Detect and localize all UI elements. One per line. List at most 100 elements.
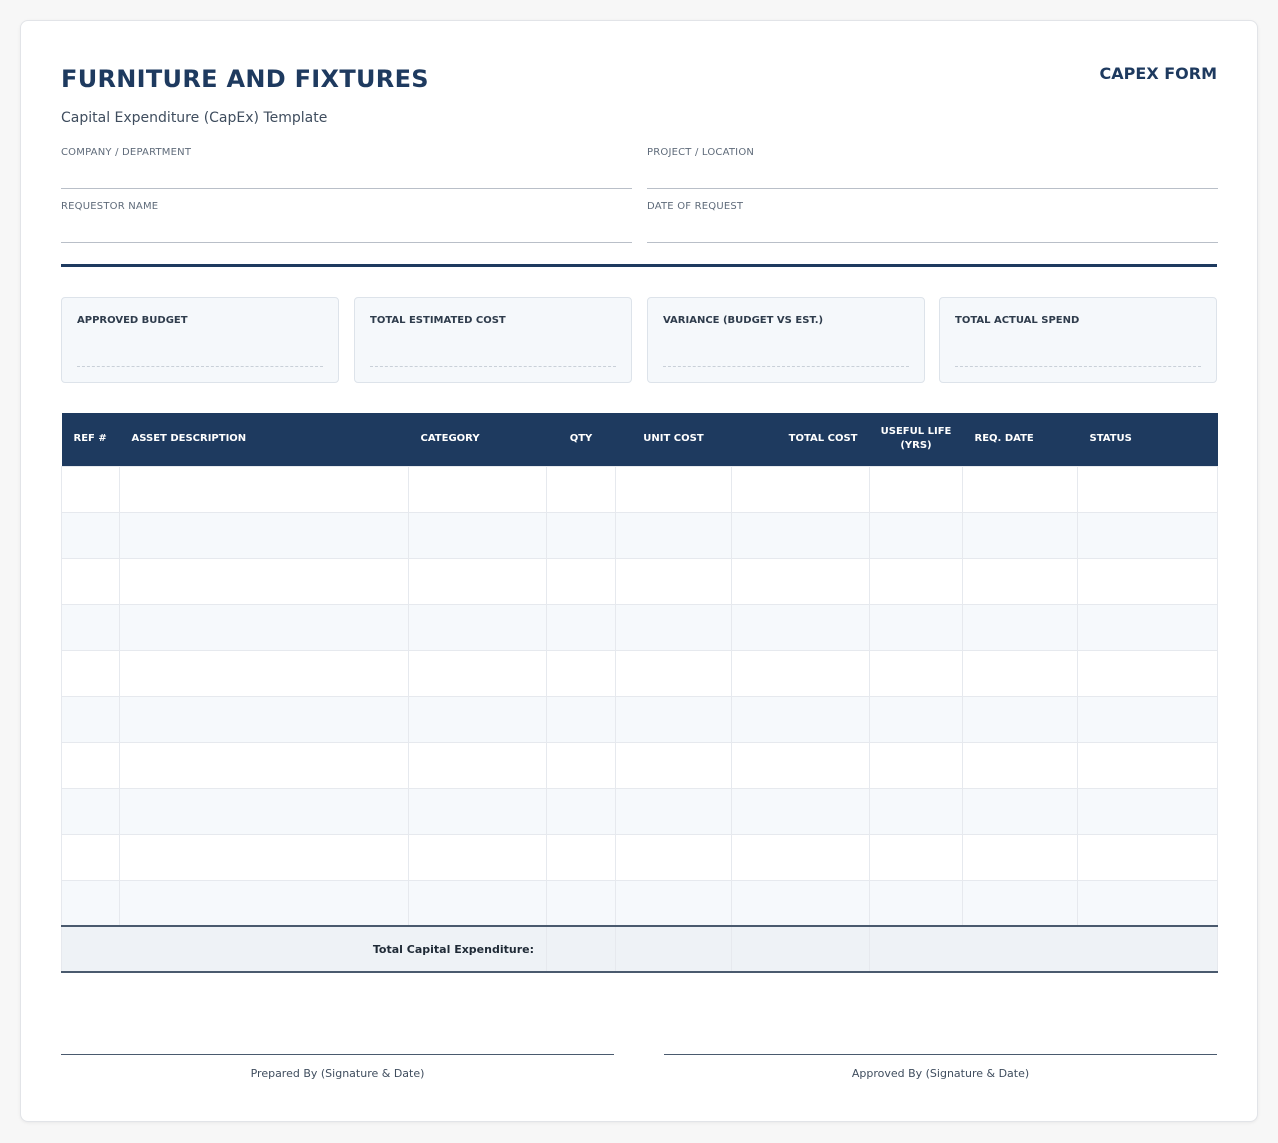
cell-unit-cost[interactable] [615,741,732,789]
variance-box[interactable]: VARIANCE (BUDGET VS EST.) [647,297,925,383]
cell-unit-cost[interactable] [615,695,732,743]
cell-category[interactable] [408,511,547,559]
cell-unit-cost[interactable] [615,465,732,513]
cell-req-date[interactable] [962,465,1078,513]
cell-ref[interactable] [61,879,120,927]
cell-asset-description[interactable] [119,787,409,835]
cell-useful-life[interactable] [869,695,963,743]
cell-category[interactable] [408,833,547,881]
cell-total-cost[interactable] [731,649,870,697]
cell-req-date[interactable] [962,557,1078,605]
cell-ref[interactable] [61,465,120,513]
cell-unit-cost[interactable] [615,787,732,835]
cell-req-date[interactable] [962,695,1078,743]
cell-status[interactable] [1077,649,1218,697]
cell-total-cost[interactable] [731,879,870,927]
cell-qty[interactable] [546,511,616,559]
cell-total-cost[interactable] [731,833,870,881]
cell-total-cost[interactable] [731,603,870,651]
cell-category[interactable] [408,557,547,605]
cell-unit-cost[interactable] [615,603,732,651]
cell-category[interactable] [408,787,547,835]
cell-useful-life[interactable] [869,833,963,881]
cell-total-cost[interactable] [731,511,870,559]
cell-useful-life[interactable] [869,879,963,927]
cell-asset-description[interactable] [119,603,409,651]
cell-status[interactable] [1077,833,1218,881]
cell-total-cost[interactable] [731,787,870,835]
cell-unit-cost[interactable] [615,557,732,605]
cell-useful-life[interactable] [869,787,963,835]
total-unit-cost-cell[interactable] [615,925,732,973]
cell-useful-life[interactable] [869,557,963,605]
cell-useful-life[interactable] [869,649,963,697]
company-department-field[interactable]: COMPANY / DEPARTMENT [61,147,632,189]
cell-qty[interactable] [546,695,616,743]
cell-ref[interactable] [61,741,120,789]
total-cost-cell[interactable] [731,925,870,973]
cell-ref[interactable] [61,833,120,881]
cell-req-date[interactable] [962,879,1078,927]
cell-status[interactable] [1077,511,1218,559]
cell-asset-description[interactable] [119,511,409,559]
total-estimated-cost-box[interactable]: TOTAL ESTIMATED COST [354,297,632,383]
cell-ref[interactable] [61,787,120,835]
cell-category[interactable] [408,695,547,743]
cell-qty[interactable] [546,787,616,835]
cell-qty[interactable] [546,465,616,513]
cell-useful-life[interactable] [869,465,963,513]
cell-qty[interactable] [546,649,616,697]
cell-total-cost[interactable] [731,465,870,513]
cell-category[interactable] [408,741,547,789]
cell-req-date[interactable] [962,511,1078,559]
cell-asset-description[interactable] [119,833,409,881]
cell-unit-cost[interactable] [615,833,732,881]
cell-unit-cost[interactable] [615,511,732,559]
cell-status[interactable] [1077,695,1218,743]
total-actual-spend-box[interactable]: TOTAL ACTUAL SPEND [939,297,1217,383]
prepared-by-signature-line[interactable]: Prepared By (Signature & Date) [61,1054,614,1080]
cell-req-date[interactable] [962,603,1078,651]
cell-qty[interactable] [546,603,616,651]
cell-ref[interactable] [61,511,120,559]
cell-req-date[interactable] [962,741,1078,789]
total-qty-cell[interactable] [546,925,616,973]
approved-budget-box[interactable]: APPROVED BUDGET [61,297,339,383]
cell-total-cost[interactable] [731,741,870,789]
cell-asset-description[interactable] [119,649,409,697]
cell-ref[interactable] [61,603,120,651]
cell-status[interactable] [1077,557,1218,605]
cell-total-cost[interactable] [731,695,870,743]
cell-asset-description[interactable] [119,879,409,927]
approved-by-signature-line[interactable]: Approved By (Signature & Date) [664,1054,1217,1080]
cell-ref[interactable] [61,649,120,697]
cell-ref[interactable] [61,557,120,605]
date-of-request-field[interactable]: DATE OF REQUEST [647,201,1218,243]
cell-asset-description[interactable] [119,557,409,605]
cell-total-cost[interactable] [731,557,870,605]
cell-status[interactable] [1077,787,1218,835]
requestor-name-field[interactable]: REQUESTOR NAME [61,201,632,243]
cell-req-date[interactable] [962,649,1078,697]
cell-ref[interactable] [61,695,120,743]
project-location-field[interactable]: PROJECT / LOCATION [647,147,1218,189]
cell-req-date[interactable] [962,787,1078,835]
cell-useful-life[interactable] [869,603,963,651]
cell-asset-description[interactable] [119,695,409,743]
cell-req-date[interactable] [962,833,1078,881]
cell-qty[interactable] [546,557,616,605]
cell-qty[interactable] [546,833,616,881]
cell-status[interactable] [1077,879,1218,927]
cell-qty[interactable] [546,879,616,927]
cell-category[interactable] [408,465,547,513]
cell-status[interactable] [1077,603,1218,651]
cell-category[interactable] [408,649,547,697]
cell-category[interactable] [408,603,547,651]
cell-asset-description[interactable] [119,465,409,513]
cell-asset-description[interactable] [119,741,409,789]
cell-unit-cost[interactable] [615,649,732,697]
cell-unit-cost[interactable] [615,879,732,927]
cell-useful-life[interactable] [869,511,963,559]
cell-status[interactable] [1077,741,1218,789]
cell-useful-life[interactable] [869,741,963,789]
